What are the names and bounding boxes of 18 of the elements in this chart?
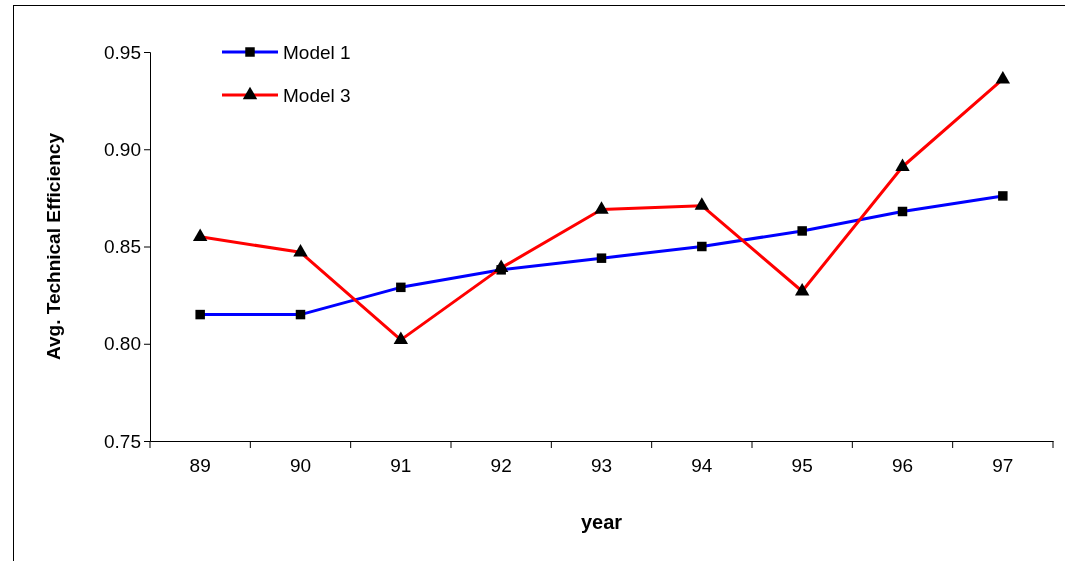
y-tick-label: 0.75 [104,430,141,452]
x-tick-label: 96 [891,455,914,477]
legend-label: Model 1 [283,42,351,63]
y-axis-title: Avg. Technical Efficiency [43,132,64,361]
x-axis-title: year [580,511,623,533]
y-tick-label: 0.85 [104,236,141,258]
y-tick-label: 0.95 [104,41,141,63]
x-tick-label: 97 [992,455,1014,477]
x-tick-label: 95 [791,455,813,477]
x-tick-label: 91 [390,455,412,477]
x-tick-label: 90 [289,455,312,477]
x-tick-label: 94 [691,455,713,477]
x-tick-label: 92 [490,455,512,477]
x-tick-label: 89 [189,455,211,477]
x-tick-label: 93 [590,455,613,477]
y-tick-label: 0.80 [104,333,141,355]
y-tick-label: 0.90 [104,138,141,160]
legend-label: Model 3 [283,85,351,106]
